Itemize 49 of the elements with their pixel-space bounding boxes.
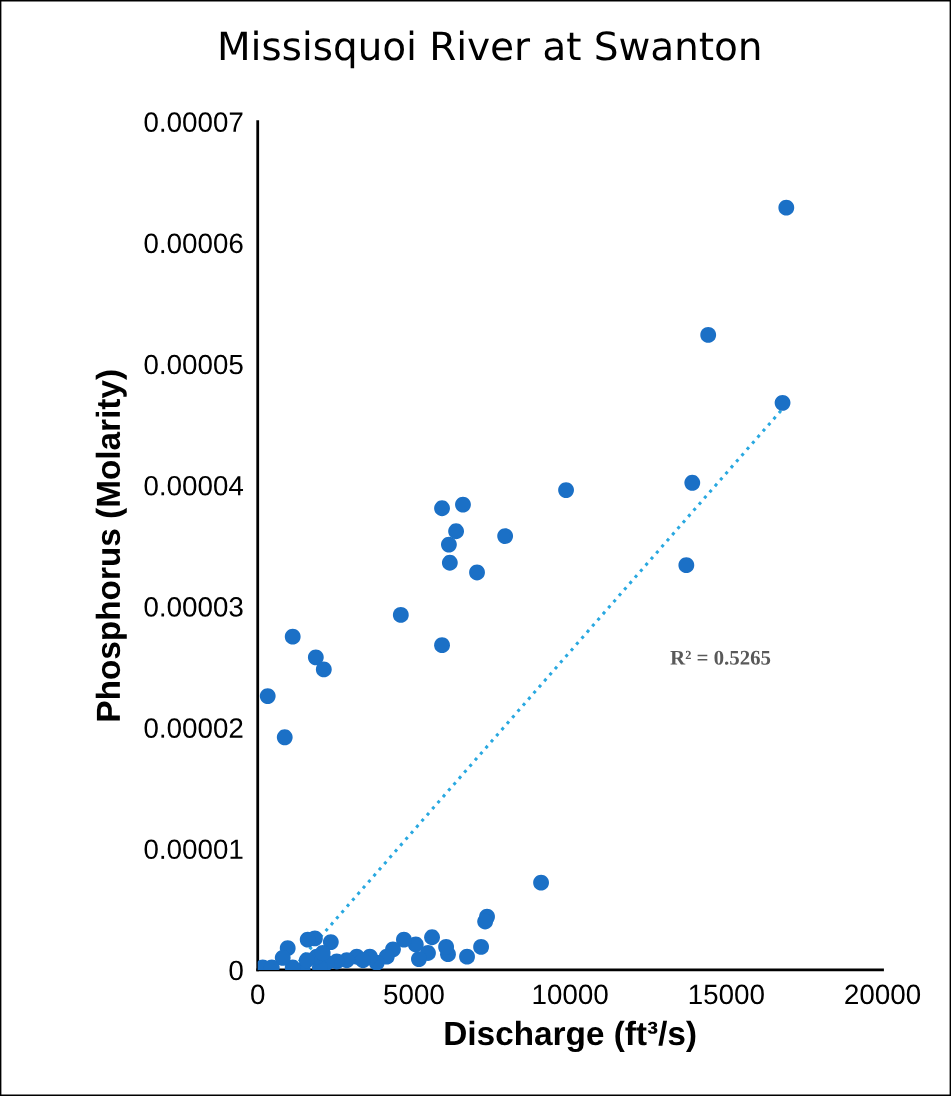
point bbox=[274, 949, 291, 966]
point bbox=[678, 557, 695, 574]
point bbox=[455, 496, 471, 513]
point bbox=[392, 606, 409, 623]
y-tick-label: 0.00004 bbox=[144, 475, 244, 496]
x-tick-label: 5000 bbox=[384, 984, 444, 1005]
point bbox=[684, 474, 701, 491]
point bbox=[700, 327, 717, 343]
point bbox=[533, 874, 549, 891]
point bbox=[315, 661, 332, 678]
point bbox=[774, 394, 791, 411]
y-tick-label: 0.00006 bbox=[144, 233, 243, 254]
point bbox=[424, 929, 440, 946]
chart-title: Missisquoi River at Swanton bbox=[220, 30, 760, 69]
point bbox=[473, 939, 490, 955]
point bbox=[298, 952, 315, 969]
point bbox=[322, 934, 339, 951]
point bbox=[477, 913, 494, 930]
y-tick-label: 0.00002 bbox=[144, 718, 243, 738]
point bbox=[459, 948, 475, 965]
point bbox=[558, 482, 574, 498]
annotation: R² = 0.5265 bbox=[670, 650, 771, 665]
x-axis-title: Discharge (ft³/s) bbox=[445, 1020, 696, 1053]
y-tick-label: 0.00003 bbox=[144, 597, 243, 617]
point bbox=[276, 729, 293, 746]
point bbox=[469, 564, 485, 581]
y-tick-label: 0.00007 bbox=[144, 112, 243, 132]
y-axis-title: Phosphorus (Molarity) bbox=[95, 370, 127, 721]
point bbox=[441, 554, 458, 571]
point bbox=[355, 952, 371, 969]
x-tick-label: 20000 bbox=[845, 984, 921, 1005]
point bbox=[411, 951, 427, 967]
point bbox=[448, 523, 465, 540]
point bbox=[284, 628, 301, 645]
x-tick-label: 0 bbox=[251, 984, 265, 1005]
point bbox=[434, 500, 450, 517]
y-tick-label: 0.00001 bbox=[144, 839, 243, 860]
point bbox=[778, 199, 795, 216]
y-tick-label: 0 bbox=[229, 960, 243, 981]
point bbox=[396, 931, 412, 948]
point bbox=[440, 536, 457, 553]
x-tick-label: 15000 bbox=[689, 984, 764, 1005]
point bbox=[434, 637, 450, 654]
point bbox=[259, 688, 276, 704]
point bbox=[307, 649, 324, 666]
x-tick-label: 10000 bbox=[533, 984, 608, 1005]
point bbox=[497, 528, 514, 545]
point bbox=[438, 939, 455, 955]
y-tick-label: 0.00005 bbox=[144, 354, 243, 375]
